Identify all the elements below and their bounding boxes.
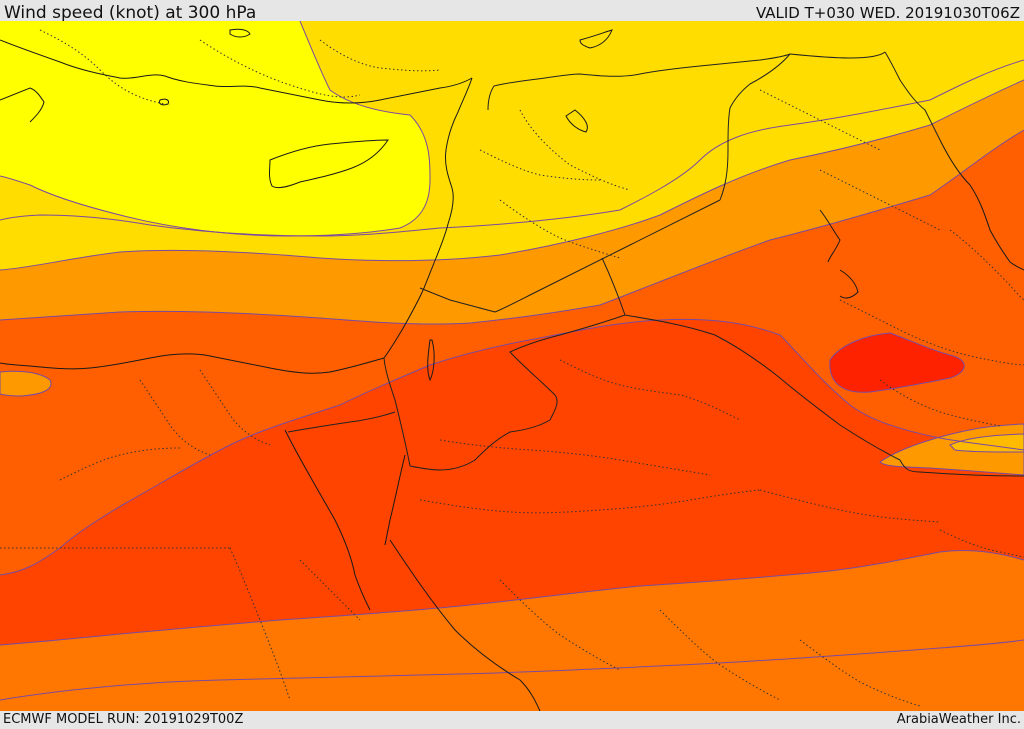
admin-boundaries <box>0 29 1024 707</box>
coastlines <box>0 28 1024 711</box>
model-run: ECMWF MODEL RUN: 20191029T00Z <box>3 712 244 727</box>
wind-band-slow-west <box>0 370 52 397</box>
valid-time: VALID T+030 WED. 20191030T06Z <box>755 4 1020 22</box>
header-bar <box>0 0 1024 21</box>
credit-text: ArabiaWeather Inc. <box>896 712 1021 727</box>
wind-band-5 <box>0 80 1024 325</box>
wind-speed-map[interactable] <box>0 21 1024 711</box>
footer-bar <box>0 711 1024 729</box>
wind-contours <box>0 21 1024 701</box>
wind-band-8 <box>0 319 1024 628</box>
country-borders <box>287 51 1024 477</box>
map-title: Wind speed (knot) at 300 hPa <box>4 3 257 23</box>
wind-core <box>829 332 965 393</box>
